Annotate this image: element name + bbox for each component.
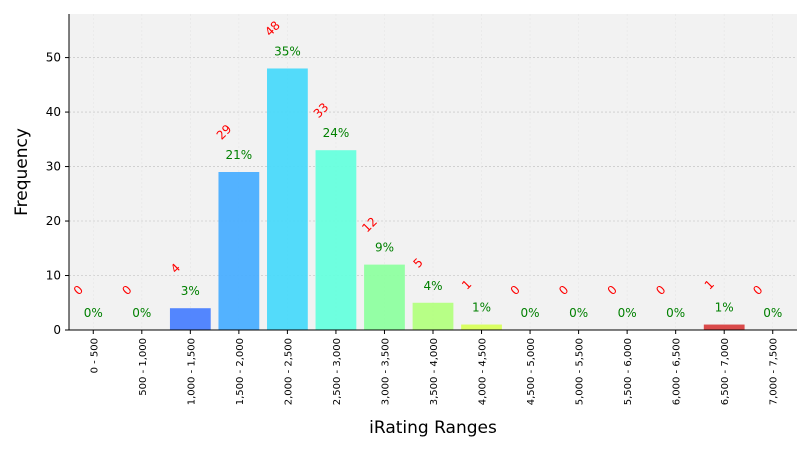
x-tick-label: 6,000 - 6,500 [672,338,683,405]
percent-label: 1% [715,301,734,315]
bar [267,68,308,330]
bar [703,324,745,330]
x-tick-label: 2,000 - 2,500 [283,338,294,405]
y-tick-label: 50 [46,51,61,65]
y-tick-labels: 0 10 20 30 40 50 [46,51,69,337]
bar [412,302,454,330]
x-tick-label: 7,000 - 7,500 [769,338,780,405]
x-tick-label: 4,000 - 4,500 [478,338,489,405]
x-tick-labels: 0 - 500 500 - 1,000 1,000 - 1,500 1,500 - 2… [89,330,780,405]
percent-label: 1% [472,301,491,315]
percent-label: 9% [375,241,394,255]
percent-label: 35% [274,44,301,58]
x-tick-label: 3,000 - 3,500 [380,338,391,405]
x-tick-label: 5,000 - 5,500 [575,338,586,405]
x-tick-label: 5,500 - 6,000 [623,338,634,405]
percent-label: 3% [181,284,200,298]
x-tick-label: 500 - 1,000 [138,338,149,396]
y-tick-label: 0 [53,323,61,337]
bar [364,264,405,330]
percent-label: 0% [569,306,588,320]
y-axis-label: Frequency [12,128,32,216]
x-tick-label: 1,500 - 2,000 [235,338,246,405]
x-tick-label: 6,500 - 7,000 [720,338,731,405]
x-tick-label: 4,500 - 5,000 [526,338,537,405]
bar [218,172,260,330]
y-tick-label: 30 [46,160,61,174]
percent-label: 0% [84,306,103,320]
bar [461,324,502,330]
x-tick-label: 2,500 - 3,000 [332,338,343,405]
percent-label: 0% [763,306,782,320]
percent-label: 21% [226,148,253,162]
percent-label: 0% [132,306,151,320]
percent-label: 0% [521,306,540,320]
x-tick-label: 3,500 - 4,000 [429,338,440,405]
bar [315,150,357,330]
x-tick-label: 1,000 - 1,500 [186,338,197,405]
x-tick-label: 0 - 500 [89,338,100,373]
y-tick-label: 40 [46,105,61,119]
y-tick-label: 20 [46,214,61,228]
percent-label: 0% [666,306,685,320]
percent-label: 0% [618,306,637,320]
x-axis-label: iRating Ranges [369,418,497,438]
percent-label: 24% [323,126,350,140]
percent-label: 4% [423,279,442,293]
bars [169,68,745,330]
y-tick-label: 10 [46,269,61,283]
bar [169,308,211,330]
